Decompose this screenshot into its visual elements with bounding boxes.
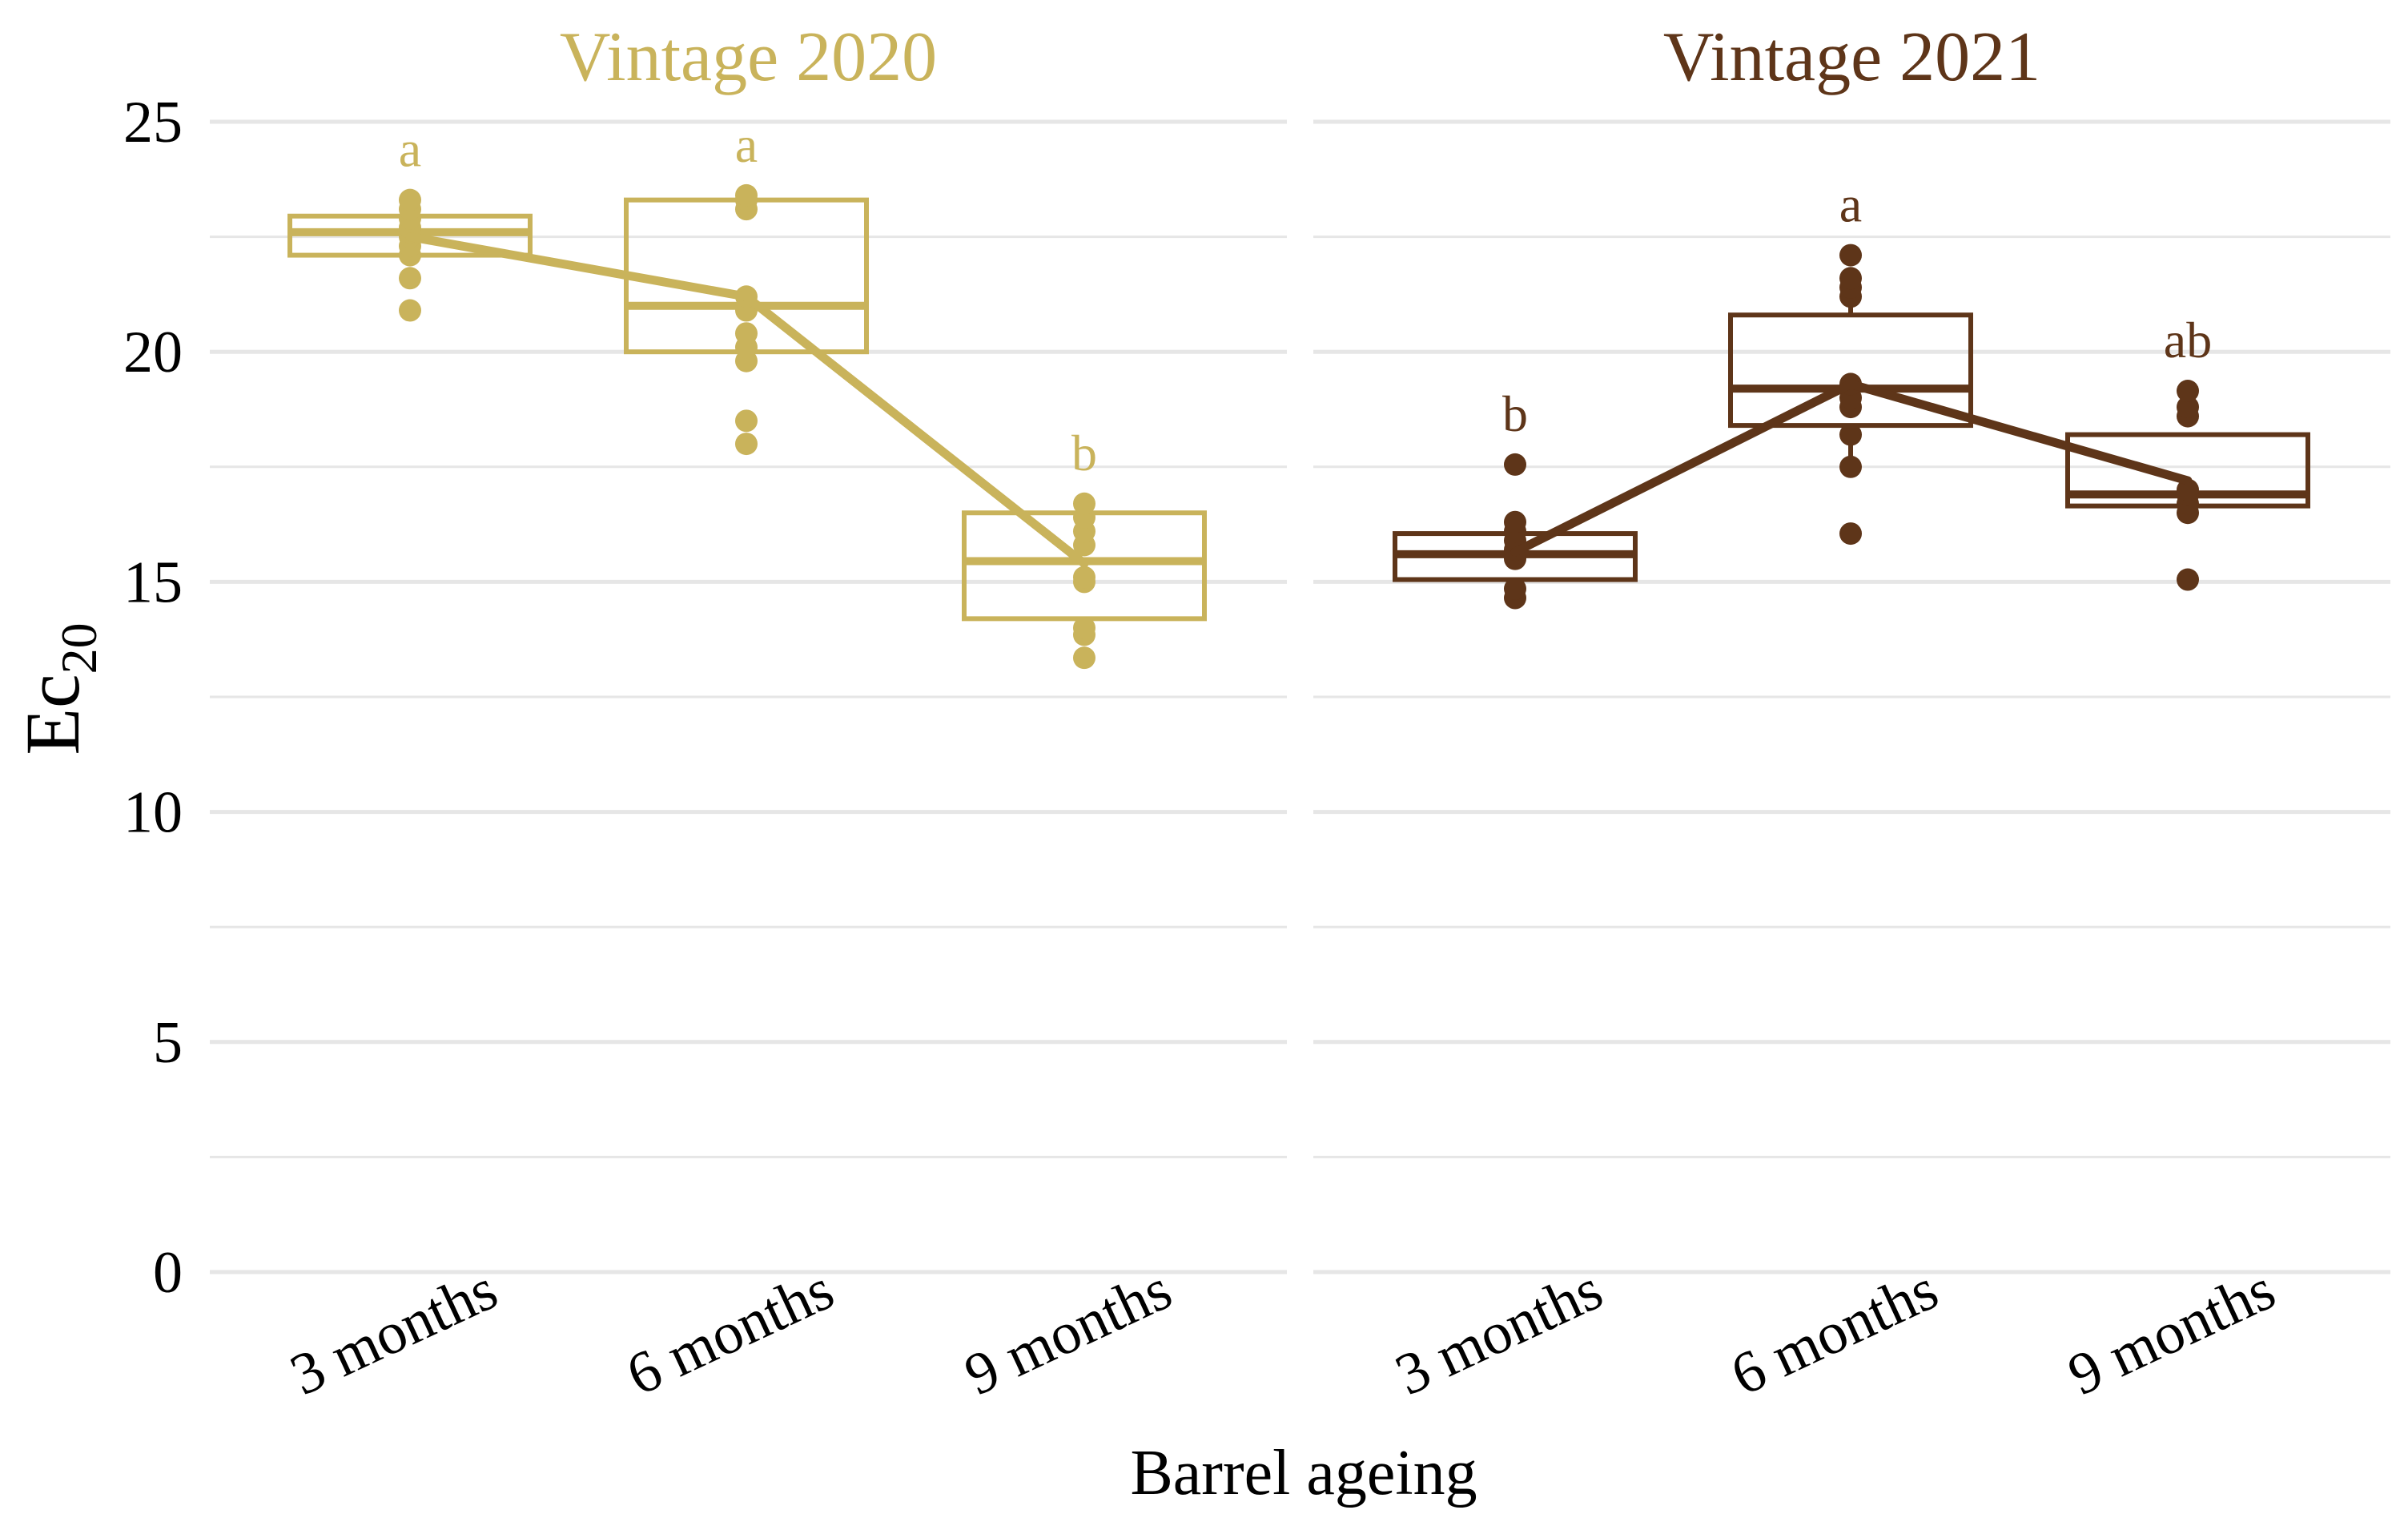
x-tick-label: 3 months (1386, 1256, 1612, 1408)
facet-title-1: Vintage 2020 (560, 18, 937, 96)
significance-letter: b (1502, 385, 1528, 442)
x-axis-ticks: 3 months 6 months 9 months 3 months 6 months… (281, 1256, 2285, 1408)
y-axis-title-main: Ec (10, 674, 95, 755)
data-point (1839, 267, 1862, 290)
data-point (2177, 396, 2199, 419)
data-point (1504, 578, 1526, 601)
mean-trend-line (405, 232, 1089, 568)
significance-letter: a (399, 121, 421, 178)
panel-1: a a b (287, 116, 1207, 670)
facet-title-2: Vintage 2021 (1663, 18, 2040, 96)
data-point (1073, 492, 1095, 515)
data-point (1073, 646, 1095, 670)
data-point (2177, 478, 2199, 501)
x-tick-label: 9 months (955, 1256, 1181, 1408)
data-point (399, 299, 421, 322)
y-axis-title: Ec20 (10, 622, 107, 755)
data-point (735, 322, 758, 345)
x-tick-label: 6 months (1722, 1256, 1948, 1408)
y-tick-label: 10 (123, 780, 183, 846)
significance-letter: a (735, 116, 758, 173)
x-tick-label: 3 months (281, 1256, 507, 1408)
data-point (1073, 616, 1095, 639)
y-tick-label: 15 (123, 550, 183, 615)
panel-2: b a ab (1393, 176, 2310, 610)
grid-layer (210, 119, 2390, 1274)
data-point (2177, 380, 2199, 403)
data-point (1073, 566, 1095, 589)
y-tick-label: 20 (123, 320, 183, 385)
y-tick-label: 25 (123, 90, 183, 155)
mean-trend-line (1510, 379, 2193, 557)
y-tick-label: 5 (153, 1010, 183, 1076)
data-point (399, 267, 421, 290)
y-axis-title-subscript: 20 (50, 622, 107, 674)
significance-letter: b (1071, 425, 1097, 481)
data-point (735, 409, 758, 433)
significance-letter: ab (2164, 312, 2212, 368)
data-point (1504, 510, 1526, 533)
x-axis-title: Barrel ageing (1130, 1438, 1477, 1508)
data-point (2177, 568, 2199, 591)
y-axis-ticks: 0 5 10 15 20 25 (123, 90, 183, 1306)
data-point (735, 183, 758, 207)
x-tick-label: 6 months (617, 1256, 843, 1408)
data-point (399, 188, 421, 211)
data-point (735, 433, 758, 456)
x-tick-label: 9 months (2059, 1256, 2285, 1408)
data-point (1504, 453, 1526, 476)
data-point (1839, 455, 1862, 478)
significance-letter: a (1839, 176, 1862, 233)
facet-titles: Vintage 2020 Vintage 2021 (560, 18, 2040, 96)
data-point (1839, 423, 1862, 446)
y-tick-label: 0 (153, 1240, 183, 1306)
data-point (1839, 244, 1862, 267)
data-point (1839, 522, 1862, 546)
